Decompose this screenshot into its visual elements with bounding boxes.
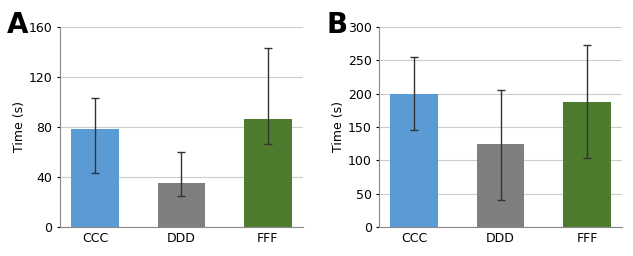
Bar: [158, 183, 205, 227]
Bar: [563, 102, 611, 227]
Text: B: B: [326, 11, 348, 39]
Bar: [71, 130, 119, 227]
Bar: [244, 120, 292, 227]
Text: A: A: [7, 11, 28, 39]
Bar: [391, 94, 438, 227]
Bar: [477, 144, 524, 227]
Y-axis label: Time (s): Time (s): [332, 101, 345, 153]
Y-axis label: Time (s): Time (s): [13, 101, 26, 153]
